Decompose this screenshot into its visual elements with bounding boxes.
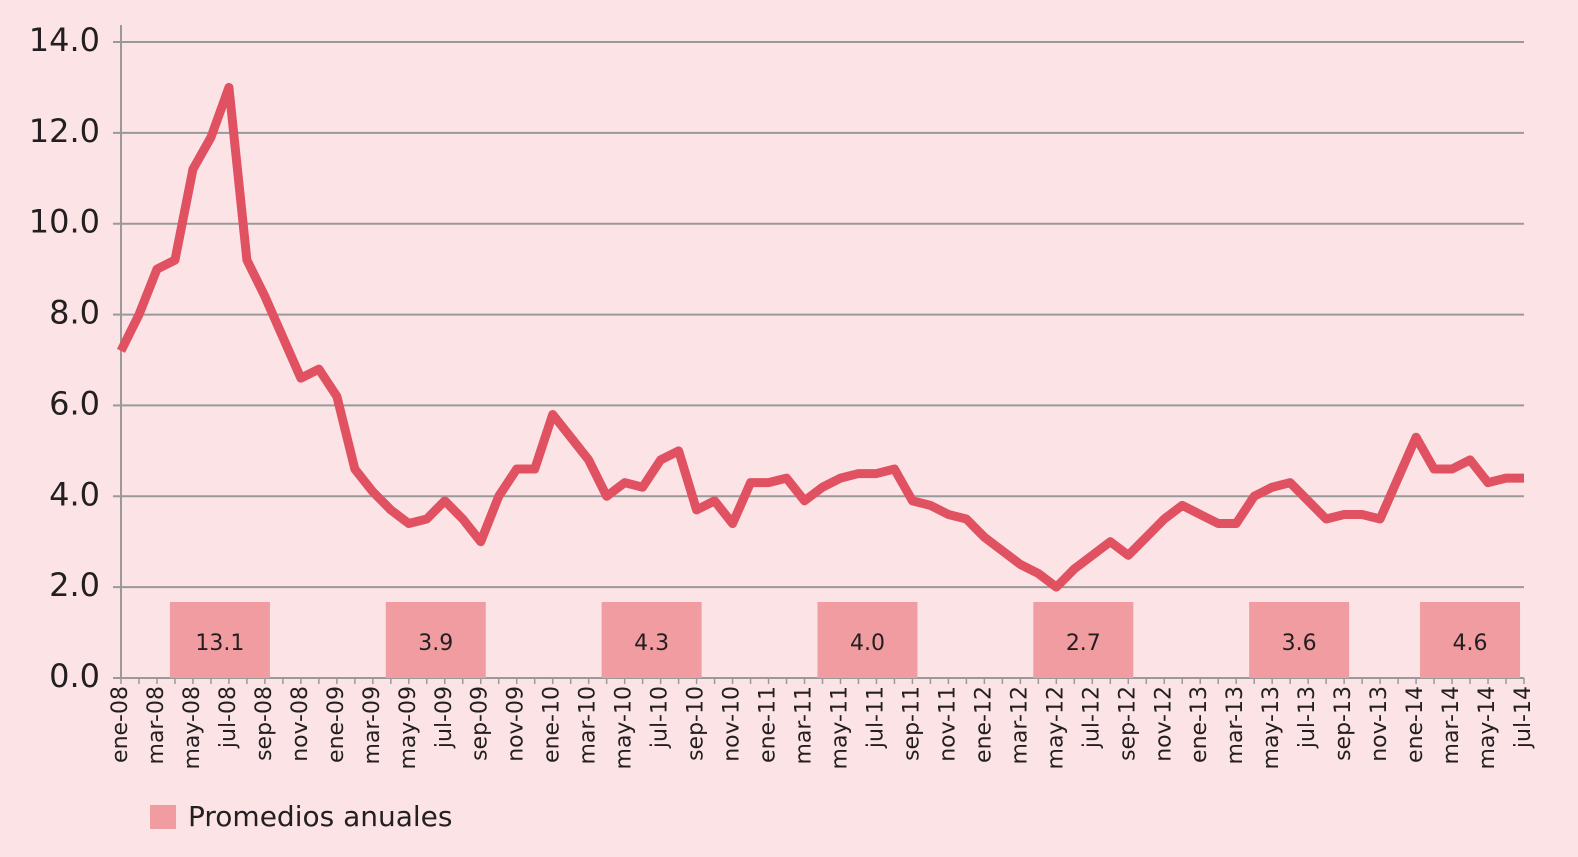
y-tick-label: 10.0 [29,203,100,241]
x-tick-label: nov-09 [504,686,529,762]
annual-average-label: 4.3 [634,631,669,656]
x-tick-label: nov-13 [1367,686,1392,762]
x-tick-label: may-13 [1259,686,1284,769]
annual-average-label: 4.6 [1453,631,1488,656]
x-tick-label: nov-12 [1151,686,1176,762]
x-tick-label: nov-10 [720,686,745,762]
y-tick-label: 0.0 [49,657,100,695]
x-tick-label: mar-09 [360,686,385,764]
x-tick-label: jul-11 [863,686,888,749]
annual-average-label: 3.6 [1282,631,1317,656]
x-tick-label: jul-08 [216,686,241,749]
x-tick-label: jul-10 [648,686,673,749]
x-tick-label: mar-11 [792,686,817,764]
legend-swatch [150,805,176,829]
data-line [116,82,1524,592]
x-tick-label: may-10 [612,686,637,769]
x-tick-label: sep-13 [1331,686,1356,761]
x-tick-label: ene-09 [324,686,349,763]
x-tick-label: nov-08 [288,686,313,762]
annual-average-box [1249,602,1350,678]
x-tick-label: sep-11 [899,686,924,761]
x-tick-label: may-09 [396,686,421,769]
x-tick-label: mar-10 [576,686,601,764]
x-tick-label: jul-14 [1511,686,1536,749]
y-tick-label: 14.0 [29,21,100,59]
x-tick-label: may-11 [827,686,852,769]
x-tick-label: may-14 [1475,686,1500,769]
x-tick-label: jul-12 [1079,686,1104,749]
y-tick-label: 6.0 [49,384,100,422]
x-tick-label: mar-14 [1439,686,1464,764]
x-tick-label: ene-14 [1403,686,1428,763]
annual-average-box [601,602,702,678]
x-tick-label: ene-13 [1187,686,1212,763]
annual-average-box [1033,602,1134,678]
y-tick-label: 4.0 [49,475,100,513]
y-tick-label: 2.0 [49,566,100,604]
annual-average-box [169,602,270,678]
x-tick-label: may-08 [180,686,205,769]
legend-label: Promedios anuales [188,800,453,833]
x-tick-label: jul-13 [1295,686,1320,749]
y-tick-label: 8.0 [49,294,100,332]
annual-average-label: 3.9 [418,631,453,656]
x-tick-label: jul-09 [432,686,457,749]
x-tick-label: sep-08 [252,686,277,761]
x-tick-label: nov-11 [935,686,960,762]
y-tick-label: 12.0 [29,112,100,150]
annual-average-box [817,602,918,678]
x-tick-label: ene-11 [756,686,781,763]
x-tick-label: may-12 [1043,686,1068,769]
annual-average-label: 13.1 [195,631,244,656]
annual-average-label: 4.0 [850,631,885,656]
annual-average-box [1420,602,1521,678]
x-tick-label: ene-10 [540,686,565,763]
x-tick-label: sep-09 [468,686,493,761]
x-tick-label: mar-12 [1007,686,1032,764]
x-tick-label: sep-12 [1115,686,1140,761]
annual-average-label: 2.7 [1066,631,1101,656]
x-tick-label: ene-12 [971,686,996,763]
x-tick-label: sep-10 [684,686,709,761]
x-tick-label: ene-08 [108,686,133,763]
annual-average-box [385,602,486,678]
x-tick-label: mar-08 [144,686,169,764]
x-tick-label: mar-13 [1223,686,1248,764]
